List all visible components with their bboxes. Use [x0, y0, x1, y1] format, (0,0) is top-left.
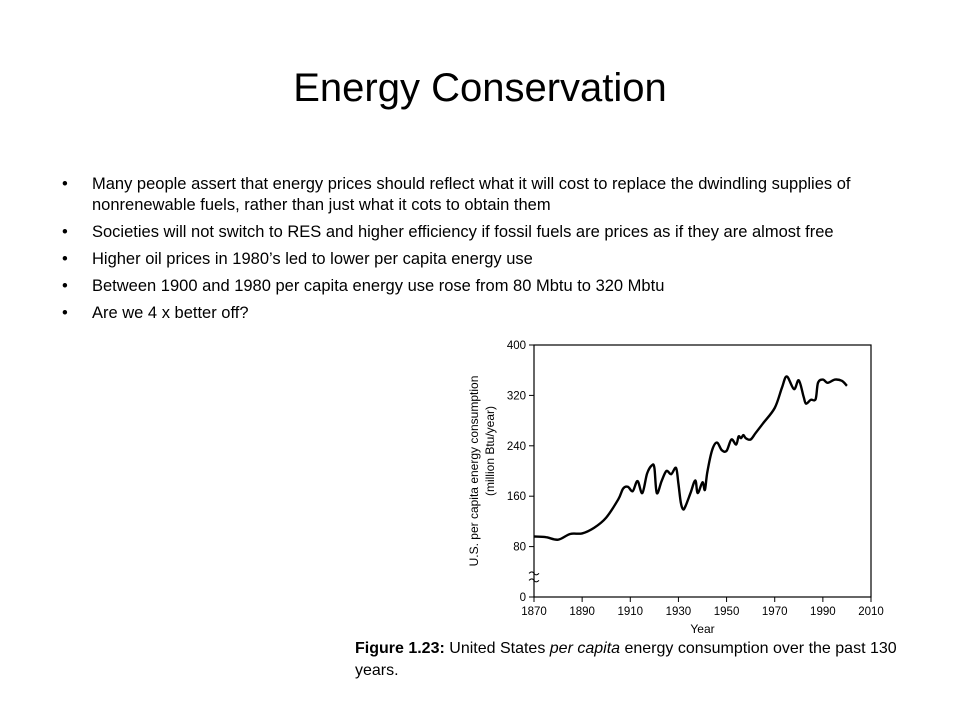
bullet-item: • Between 1900 and 1980 per capita energy… — [62, 276, 882, 297]
bullet-text: Are we 4 x better off? — [92, 304, 249, 322]
slide-title: Energy Conservation — [293, 66, 667, 110]
figure-caption: Figure 1.23: United States per capita en… — [355, 638, 915, 682]
y-axis-label: U.S. per capita energy consumption — [467, 376, 481, 567]
bullet-text: Higher oil prices in 1980’s led to lower… — [92, 250, 533, 268]
y-tick-label: 320 — [507, 390, 526, 402]
figure-caption-text-end: energy consumption over the past 130 yea… — [355, 640, 897, 679]
y-tick-label: 0 — [520, 592, 526, 604]
axis-break-icon — [528, 571, 540, 583]
figure-caption-text: United States — [444, 640, 550, 657]
figure-caption-emphasis: per capita — [549, 640, 621, 657]
y-tick-label: 400 — [507, 340, 526, 352]
y-tick-label: 160 — [507, 491, 526, 503]
bullet-marker: • — [62, 223, 68, 241]
bullet-marker: • — [62, 277, 68, 295]
x-tick-label: 1890 — [569, 606, 595, 618]
plot-frame — [533, 344, 872, 598]
x-tick-label: 1870 — [521, 606, 547, 618]
y-tick-label: 240 — [507, 441, 526, 453]
x-tick-label: 1910 — [617, 606, 643, 618]
bullet-marker: • — [62, 175, 68, 193]
bullet-text: Between 1900 and 1980 per capita energy … — [92, 277, 665, 295]
x-tick-label: 1950 — [714, 606, 740, 618]
bullet-marker: • — [62, 304, 68, 322]
x-axis-label: Year — [690, 622, 714, 635]
bullet-text: Many people assert that energy prices sh… — [92, 175, 851, 214]
y-axis-unit-label: (million Btu/year) — [483, 406, 497, 496]
x-tick-label: 1990 — [810, 606, 836, 618]
bullet-item: • Are we 4 x better off? — [62, 303, 882, 324]
energy-consumption-series-line — [533, 375, 848, 541]
figure-caption-label: Figure 1.23: — [355, 640, 445, 657]
x-tick-label: 1970 — [762, 606, 788, 618]
x-tick-label: 1930 — [666, 606, 692, 618]
bullet-item: • Societies will not switch to RES and hi… — [62, 222, 882, 243]
bullet-marker: • — [62, 250, 68, 268]
x-tick-label: 2010 — [858, 606, 884, 618]
energy-consumption-chart: 1870 1890 1910 1930 1950 1970 1990 2010 0 80 160 24… — [467, 340, 884, 635]
bullet-list: • Many people assert that energy prices s… — [62, 174, 882, 330]
bullet-item: • Higher oil prices in 1980’s led to lowe… — [62, 249, 882, 270]
y-tick-label: 80 — [513, 542, 526, 554]
bullet-item: • Many people assert that energy prices s… — [62, 174, 882, 216]
bullet-text: Societies will not switch to RES and hig… — [92, 223, 834, 241]
